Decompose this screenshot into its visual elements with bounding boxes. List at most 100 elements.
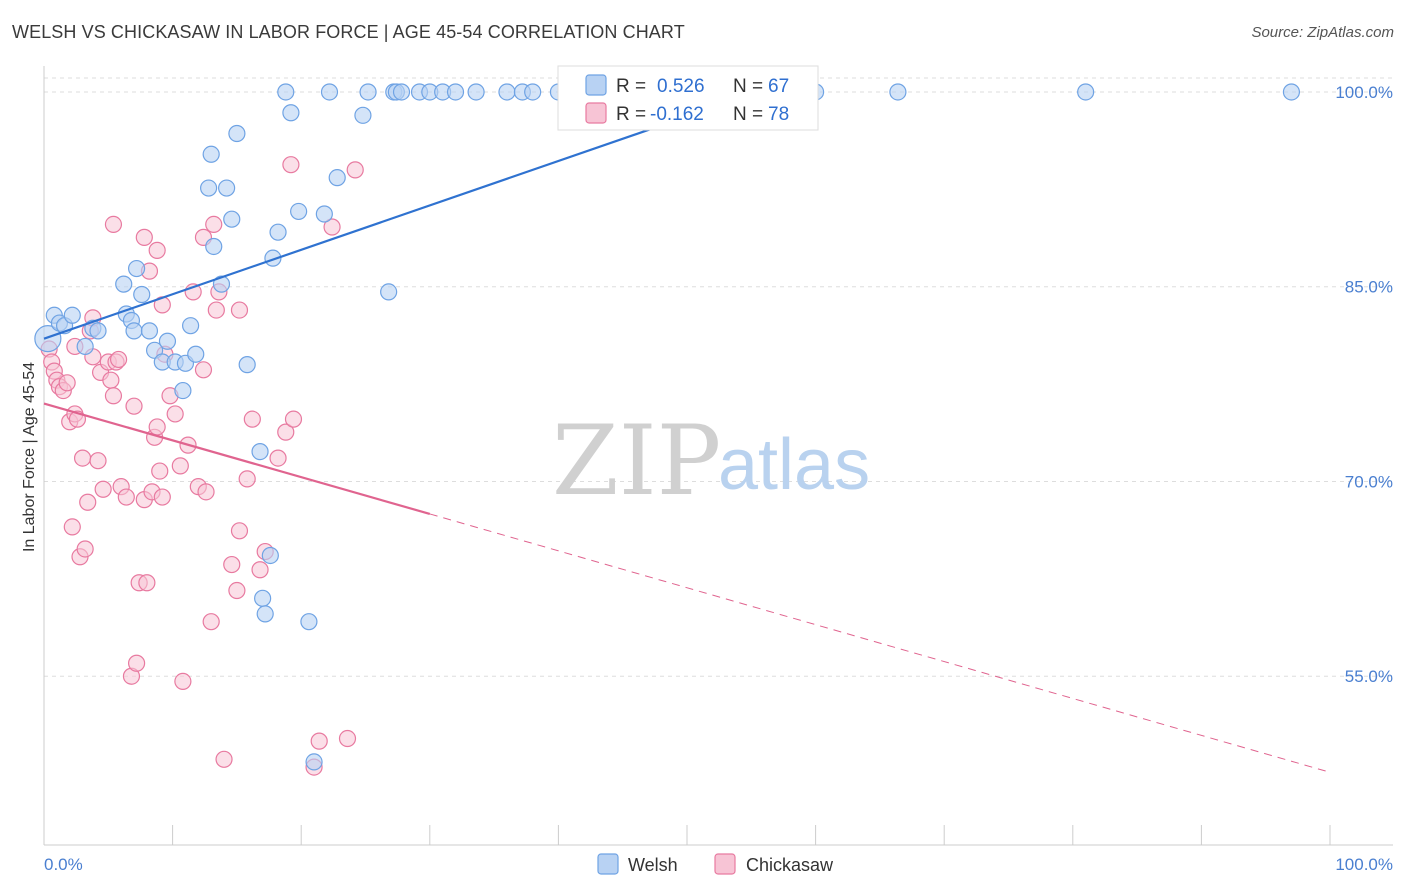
welsh-point: [238, 356, 256, 374]
chickasaw-point: [223, 555, 241, 574]
welsh-point: [140, 322, 159, 340]
axes: [43, 66, 1393, 846]
watermark: ZIP atlas: [552, 405, 870, 517]
x-tick-labels: 0.0% 100.0%: [44, 855, 1393, 874]
y-axis-label: In Labor Force | Age 45-54: [21, 362, 38, 552]
chart-title: WELSH VS CHICKASAW IN LABOR FORCE | AGE …: [12, 22, 685, 42]
welsh-point: [264, 249, 282, 267]
welsh-point: [392, 83, 411, 101]
y-tick-label: 70.0%: [1345, 472, 1393, 491]
legend-n-label-welsh: N =: [733, 76, 763, 97]
chickasaw-trend-line: [43, 402, 431, 515]
welsh-point: [467, 83, 485, 101]
welsh-point: [200, 179, 218, 197]
welsh-point: [269, 223, 287, 241]
welsh-point: [202, 145, 220, 163]
chickasaw-point: [205, 215, 223, 233]
chickasaw-point: [269, 449, 287, 467]
welsh-point: [320, 83, 339, 101]
chickasaw-point: [282, 156, 300, 174]
welsh-point: [89, 322, 107, 340]
chickasaw-point: [251, 561, 269, 579]
welsh-point: [127, 259, 146, 278]
bottom-legend-label-welsh: Welsh: [628, 855, 678, 875]
chickasaw-point: [194, 361, 213, 379]
welsh-point: [76, 337, 94, 356]
welsh-point: [187, 345, 205, 363]
chickasaw-point: [171, 457, 189, 475]
chickasaw-point: [228, 581, 246, 600]
x-tick-label-min: 0.0%: [44, 855, 83, 874]
x-tick-label-max: 100.0%: [1335, 855, 1393, 874]
welsh-point: [251, 443, 269, 461]
chickasaw-point: [230, 301, 249, 319]
welsh-point: [254, 589, 272, 607]
chickasaw-point: [202, 613, 220, 631]
bottom-legend-swatch-chickasaw: [714, 853, 736, 875]
chickasaw-point: [197, 483, 215, 501]
welsh-point: [277, 83, 295, 101]
welsh-point: [1282, 83, 1301, 101]
welsh-point: [261, 546, 279, 565]
welsh-point: [446, 83, 465, 101]
chickasaw-point: [125, 397, 143, 415]
chickasaw-point: [230, 522, 249, 540]
welsh-point: [524, 83, 542, 101]
chickasaw-series: [40, 156, 364, 776]
chickasaw-point: [117, 488, 135, 506]
legend-r-value-welsh: 0.526: [657, 76, 705, 97]
legend-n-value-welsh: 67: [768, 76, 789, 97]
welsh-point: [380, 283, 398, 301]
y-tick-label: 55.0%: [1345, 667, 1393, 686]
welsh-point: [212, 275, 231, 293]
welsh-point: [174, 381, 192, 400]
welsh-point: [228, 124, 246, 143]
welsh-point: [315, 205, 333, 223]
chickasaw-point: [310, 732, 328, 750]
welsh-point: [63, 306, 81, 324]
gridlines: [44, 77, 1393, 677]
chickasaw-point: [151, 462, 169, 480]
welsh-point: [218, 179, 236, 197]
chickasaw-point: [79, 493, 97, 511]
chickasaw-point: [148, 241, 166, 259]
legend-r-label-welsh: R =: [616, 76, 646, 97]
welsh-point: [256, 605, 274, 623]
y-tick-label: 100.0%: [1335, 83, 1393, 102]
y-tick-labels: 55.0% 70.0% 85.0% 100.0%: [1335, 83, 1393, 686]
chickasaw-point: [166, 405, 184, 423]
legend-swatch-welsh: [585, 74, 607, 96]
welsh-point: [328, 169, 346, 187]
chickasaw-point: [73, 449, 92, 467]
welsh-point: [158, 332, 177, 350]
legend-r-value-chickasaw: -0.162: [650, 104, 704, 125]
chickasaw-point: [174, 672, 192, 691]
chickasaw-point: [338, 729, 357, 748]
chickasaw-point: [102, 371, 120, 389]
welsh-point: [182, 317, 200, 335]
chickasaw-point: [323, 218, 341, 236]
watermark-atlas: atlas: [718, 425, 870, 505]
welsh-point: [205, 237, 223, 256]
welsh-point: [354, 106, 372, 124]
chickasaw-trend-extension: [429, 513, 1331, 773]
watermark-zip: ZIP: [552, 405, 721, 517]
welsh-point: [498, 83, 516, 101]
welsh-point: [889, 83, 907, 101]
source-label: Source: ZipAtlas.com: [1251, 24, 1394, 41]
welsh-point: [34, 325, 62, 353]
bottom-legend: Welsh Chickasaw: [597, 853, 834, 875]
chickasaw-point: [153, 488, 171, 506]
legend-n-label-chickasaw: N =: [733, 104, 763, 125]
legend-r-label-chickasaw: R =: [616, 104, 646, 125]
welsh-point: [125, 322, 143, 340]
welsh-point: [115, 275, 133, 293]
y-tick-label: 85.0%: [1345, 278, 1393, 297]
chickasaw-point: [243, 410, 261, 428]
chickasaw-point: [138, 574, 156, 592]
chickasaw-point: [284, 410, 303, 428]
chickasaw-point: [135, 228, 153, 246]
legend-n-value-chickasaw: 78: [768, 104, 789, 125]
chickasaw-point: [109, 350, 128, 369]
chickasaw-point: [277, 423, 295, 441]
